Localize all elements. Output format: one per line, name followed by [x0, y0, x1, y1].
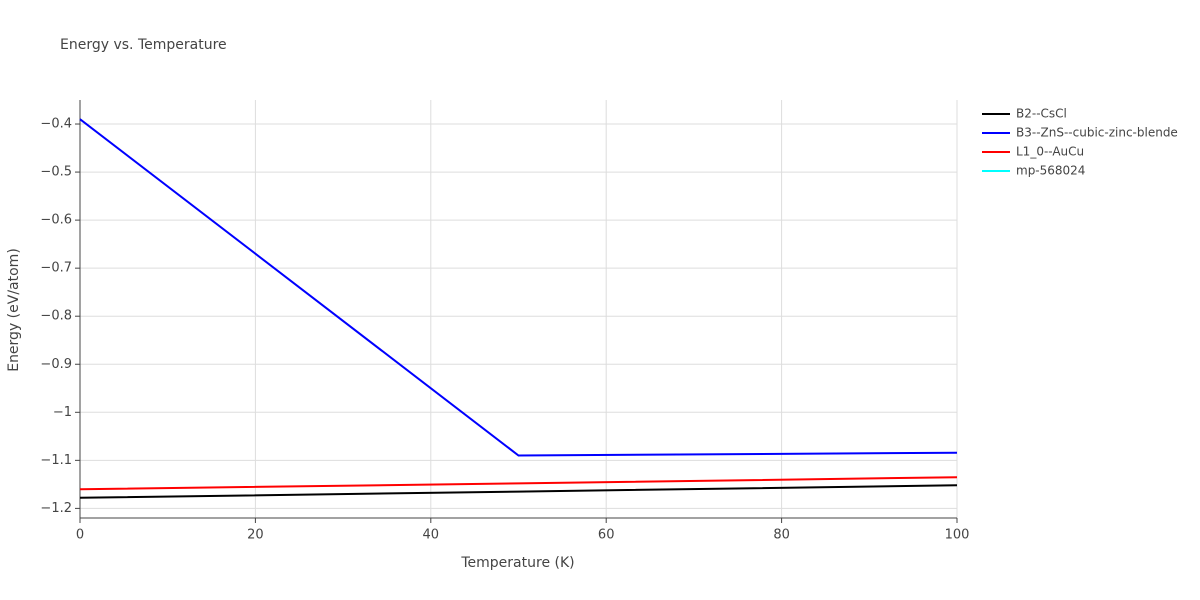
y-tick-label: −0.8 [40, 309, 72, 324]
chart-title: Energy vs. Temperature [60, 37, 227, 53]
x-axis-title: Temperature (K) [460, 555, 574, 571]
x-tick-label: 60 [598, 528, 615, 543]
legend-label: mp-568024 [1016, 164, 1085, 178]
y-tick-label: −0.5 [40, 165, 72, 180]
y-tick-label: −1.2 [40, 501, 72, 516]
y-tick-label: −0.4 [40, 117, 72, 132]
x-tick-label: 20 [247, 528, 264, 543]
y-tick-label: −1 [53, 405, 72, 420]
legend-label: L1_0--AuCu [1016, 145, 1084, 159]
series-line [79, 118, 958, 457]
x-tick-label: 100 [945, 528, 970, 543]
y-tick-label: −1.1 [40, 453, 72, 468]
x-tick-label: 40 [423, 528, 440, 543]
y-axis-title: Energy (eV/atom) [6, 248, 22, 372]
y-tick-label: −0.6 [40, 213, 72, 228]
legend-label: B2--CsCl [1016, 107, 1067, 121]
series-line [79, 476, 958, 491]
x-tick-label: 80 [773, 528, 790, 543]
legend-label: B3--ZnS--cubic-zinc-blende [1016, 126, 1178, 140]
series-line [79, 484, 958, 499]
y-tick-label: −0.7 [40, 261, 72, 276]
x-tick-label: 0 [76, 528, 84, 543]
y-tick-label: −0.9 [40, 357, 72, 372]
